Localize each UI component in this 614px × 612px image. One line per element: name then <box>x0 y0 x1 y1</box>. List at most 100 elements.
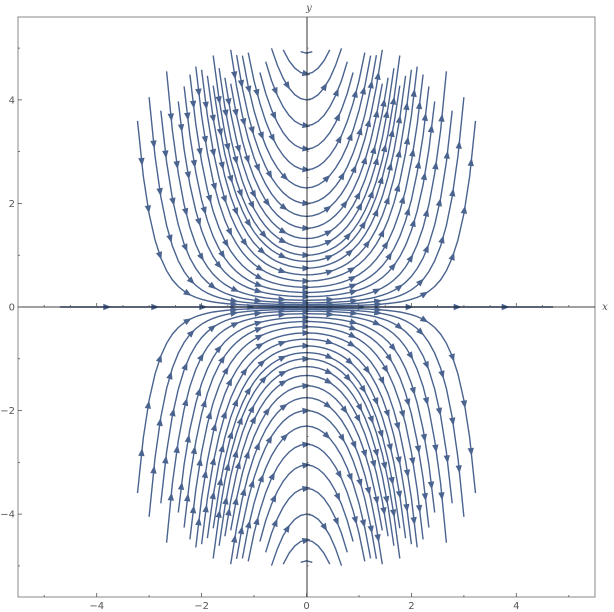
stream-arrow <box>378 229 385 238</box>
stream-arrow <box>409 457 416 466</box>
stream-arrow <box>184 112 191 121</box>
stream-arrow <box>350 164 357 174</box>
streamline-path <box>165 312 448 543</box>
streamline-path <box>200 69 413 276</box>
stream-arrow <box>349 289 358 296</box>
stream-arrow <box>205 410 212 420</box>
stream-arrow <box>395 490 403 499</box>
stream-arrow <box>243 155 250 164</box>
stream-arrow <box>186 276 195 285</box>
stream-arrow <box>362 365 371 375</box>
stream-arrow <box>410 516 417 526</box>
stream-arrow <box>394 322 403 330</box>
stream-arrow <box>409 386 416 396</box>
stream-arrow <box>348 283 358 290</box>
stream-arrow <box>255 342 265 350</box>
stream-arrow <box>421 112 428 122</box>
stream-arrow <box>460 400 468 409</box>
stream-arrow <box>225 507 232 516</box>
stream-arrow <box>183 318 192 326</box>
stream-arrow <box>348 275 357 283</box>
stream-arrow <box>278 296 287 303</box>
stream-arrow <box>205 194 212 204</box>
stream-arrow <box>350 298 359 305</box>
streamline-path <box>300 560 313 563</box>
stream-arrow <box>254 287 263 294</box>
stream-arrow <box>373 298 383 305</box>
stream-arrow <box>144 205 151 214</box>
stream-arrow <box>190 445 197 455</box>
stream-arrow <box>381 240 389 250</box>
stream-arrow <box>200 206 207 215</box>
stream-arrow <box>377 175 384 185</box>
stream-arrow <box>169 408 176 417</box>
stream-arrow <box>278 380 288 387</box>
stream-arrow <box>347 340 356 347</box>
stream-arrow <box>184 493 191 502</box>
y-tick-label: −4 <box>0 510 15 521</box>
stream-arrow <box>422 360 429 370</box>
stream-arrow <box>322 174 331 183</box>
y-tick-label: 4 <box>9 95 15 106</box>
stream-arrow <box>177 481 185 490</box>
streamline-path <box>241 425 372 559</box>
stream-arrow <box>243 450 250 459</box>
stream-arrow <box>279 403 288 411</box>
y-axis-label: y <box>305 3 312 14</box>
streamline-path <box>136 120 477 307</box>
stream-arrow <box>403 136 411 145</box>
stream-arrow <box>220 195 227 204</box>
stream-arrow <box>346 132 353 142</box>
stream-arrow <box>249 189 257 199</box>
stream-arrow <box>373 496 380 505</box>
stream-arrow <box>432 444 439 453</box>
stream-arrow <box>253 163 260 173</box>
stream-arrow <box>340 200 348 209</box>
stream-arrow <box>259 375 267 384</box>
stream-arrow <box>232 496 239 506</box>
stream-arrow <box>257 131 264 140</box>
stream-arrow <box>338 171 345 181</box>
stream-arrow <box>395 456 402 465</box>
stream-arrow <box>162 150 169 159</box>
stream-arrow <box>248 404 255 414</box>
stream-arrow <box>216 477 224 486</box>
stream-arrow <box>208 281 217 290</box>
stream-arrow <box>236 416 243 425</box>
stream-arrow <box>435 407 442 416</box>
streamline <box>200 338 413 545</box>
stream-arrow <box>302 284 311 291</box>
stream-arrow <box>359 519 366 528</box>
stream-arrow <box>195 217 202 227</box>
stream-arrow <box>324 230 333 237</box>
stream-arrow <box>184 171 191 180</box>
streamline <box>148 306 465 517</box>
stream-arrow <box>422 244 429 254</box>
streamline <box>160 308 453 504</box>
stream-arrow <box>232 108 239 118</box>
stream-arrow <box>232 449 239 458</box>
streamline-path <box>200 338 413 545</box>
stream-arrow <box>201 135 208 145</box>
stream-arrow <box>322 431 331 440</box>
stream-arrow <box>302 323 311 330</box>
x-tick-label: −4 <box>89 601 104 612</box>
stream-arrow <box>210 182 217 192</box>
stream-arrow <box>374 534 381 543</box>
stream-arrow <box>324 352 334 360</box>
stream-arrow <box>302 289 311 296</box>
stream-arrow <box>225 377 232 387</box>
streamline <box>241 425 372 559</box>
streamline-path <box>241 55 372 189</box>
stream-arrow <box>406 254 414 263</box>
stream-arrow <box>420 433 427 443</box>
stream-arrow <box>438 235 445 244</box>
stream-arrow <box>302 308 311 315</box>
stream-arrow <box>406 351 414 360</box>
stream-arrow <box>432 161 439 170</box>
stream-arrow <box>230 297 239 304</box>
streamline <box>165 71 448 303</box>
stream-arrow <box>324 239 334 246</box>
stream-arrow <box>254 310 263 317</box>
stream-arrow <box>302 277 311 285</box>
